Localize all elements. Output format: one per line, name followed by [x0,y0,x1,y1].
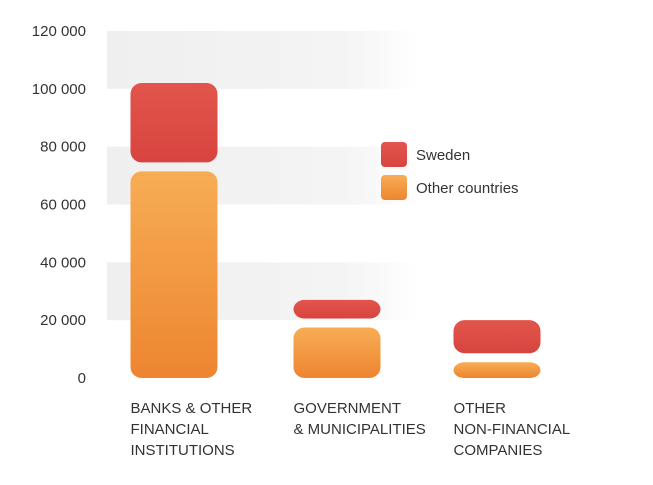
y-tick-label: 20 000 [40,312,86,329]
y-tick-label: 120 000 [32,23,86,40]
y-tick-label: 100 000 [32,81,86,98]
grid-band [107,31,420,89]
bars [130,83,541,378]
x-category-label: OTHER NON-FINANCIAL COMPANIES [454,400,571,459]
legend-label: Sweden [416,147,470,164]
y-tick-label: 40 000 [40,254,86,271]
bar-sweden [453,320,541,354]
y-axis: 0 20 000 40 000 60 000 80 000 100 000 120 000 [32,23,86,387]
y-tick-label: 80 000 [40,139,86,156]
y-tick-label: 0 [78,370,86,387]
bar-sweden [130,83,218,163]
x-category-label: GOVERNMENT & MUNICIPALITIES [294,400,426,438]
bar-other-countries [293,327,381,378]
legend-label: Other countries [416,180,519,197]
bar-other-countries [453,362,541,378]
legend-swatch [381,142,407,167]
bar-sweden [293,299,381,319]
x-axis: BANKS & OTHER FINANCIAL INSTITUTIONS GOVERN… [131,400,571,459]
x-category-label: BANKS & OTHER FINANCIAL INSTITUTIONS [131,400,253,459]
y-tick-label: 60 000 [40,197,86,214]
legend-swatch [381,175,407,200]
bar-other-countries [130,171,218,378]
legend: Sweden Other countries [381,142,519,200]
